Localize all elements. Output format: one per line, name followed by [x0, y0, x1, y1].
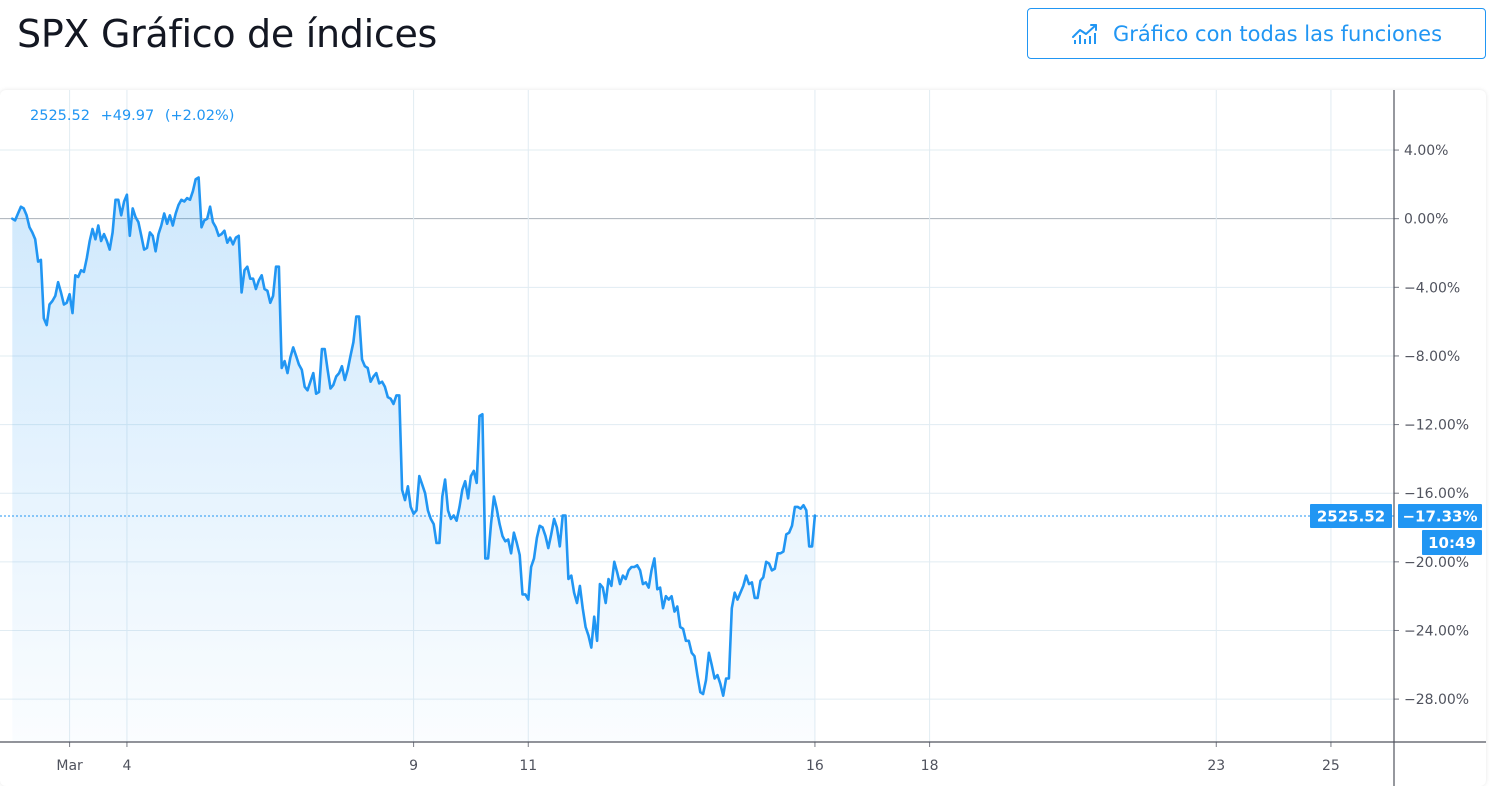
svg-text:10:49: 10:49: [1428, 534, 1476, 552]
chart-area: [0, 176, 1394, 742]
y-tick-label: −4.00%: [1404, 280, 1460, 296]
legend-change: +49.97: [100, 108, 155, 124]
full-chart-button-label: Gráfico con todas las funciones: [1112, 21, 1443, 46]
y-tick-label: −16.00%: [1404, 486, 1469, 502]
y-tick-label: −28.00%: [1404, 692, 1469, 708]
y-tick-label: −8.00%: [1404, 349, 1460, 365]
y-tick-label: −20.00%: [1404, 555, 1469, 571]
x-tick-label: 25: [1322, 758, 1340, 774]
chart-badges: 2525.52 −17.33% 10:49: [1310, 504, 1482, 556]
svg-text:2525.52: 2525.52: [1317, 508, 1385, 526]
chart-labels: 4.00% 0.00% −4.00% −8.00% −12.00% −16.00% −20.…: [56, 143, 1469, 774]
legend-price: 2525.52: [30, 108, 90, 124]
percent-badge: −17.33%: [1398, 504, 1482, 529]
chart-legend: 2525.52 +49.97 (+2.02%): [30, 108, 240, 124]
svg-text:−17.33%: −17.33%: [1402, 508, 1477, 526]
y-tick-label: 0.00%: [1404, 212, 1448, 228]
chart-axes: [0, 90, 1486, 786]
x-tick-label: 11: [519, 758, 537, 774]
price-chart[interactable]: 4.00% 0.00% −4.00% −8.00% −12.00% −16.00% −20.…: [0, 90, 1486, 786]
x-tick-label: 16: [806, 758, 824, 774]
full-chart-button[interactable]: Gráfico con todas las funciones: [1027, 8, 1486, 59]
chart-panel[interactable]: 4.00% 0.00% −4.00% −8.00% −12.00% −16.00% −20.…: [0, 90, 1486, 786]
x-tick-label: 4: [122, 758, 131, 774]
page-title: SPX Gráfico de índices: [17, 12, 438, 56]
x-tick-label: Mar: [56, 758, 83, 774]
x-tick-label: 9: [409, 758, 418, 774]
chart-line-icon: [1071, 23, 1097, 44]
price-line: [11, 176, 817, 698]
x-tick-label: 23: [1207, 758, 1225, 774]
y-tick-label: 4.00%: [1404, 143, 1448, 159]
time-badge: 10:49: [1422, 530, 1482, 556]
y-tick-label: −12.00%: [1404, 418, 1469, 434]
price-badge: 2525.52: [1310, 504, 1392, 529]
y-tick-label: −24.00%: [1404, 623, 1469, 639]
area-fill: [12, 177, 815, 742]
x-tick-label: 18: [921, 758, 939, 774]
legend-change-pct: (+2.02%): [164, 108, 235, 124]
